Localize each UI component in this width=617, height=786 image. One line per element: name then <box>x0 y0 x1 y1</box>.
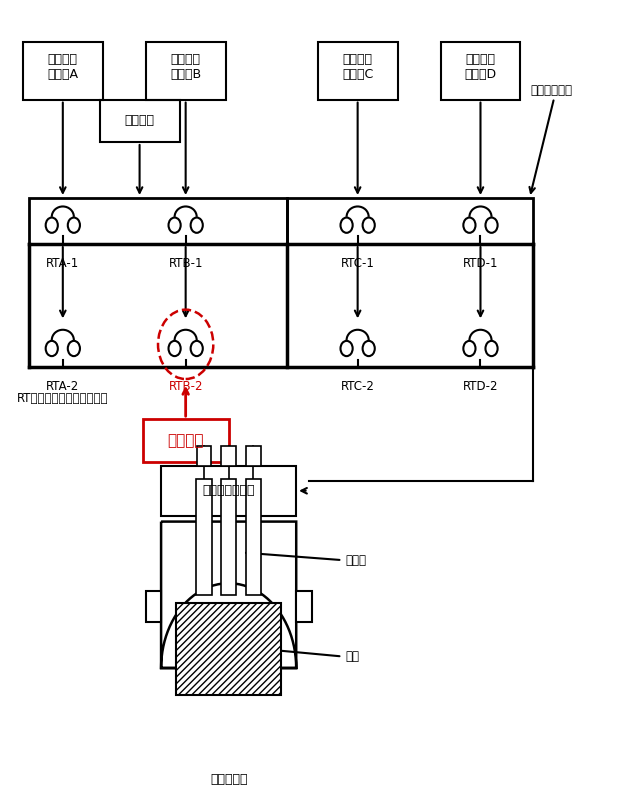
Text: RTB-2: RTB-2 <box>168 380 203 393</box>
Bar <box>29 198 287 244</box>
Text: ロジック
トレンC: ロジック トレンC <box>342 53 373 81</box>
Circle shape <box>68 341 80 356</box>
Text: RTB-1: RTB-1 <box>168 257 203 270</box>
Circle shape <box>363 218 375 233</box>
Text: 制御棒: 制御棒 <box>346 553 366 567</box>
Text: RTC-2: RTC-2 <box>341 380 375 393</box>
Text: RTC-1: RTC-1 <box>341 257 375 270</box>
Circle shape <box>341 341 353 356</box>
Bar <box>318 42 397 100</box>
Circle shape <box>168 218 181 233</box>
Bar <box>196 479 212 595</box>
Circle shape <box>486 218 498 233</box>
Text: ロジック
トレンB: ロジック トレンB <box>170 53 201 81</box>
Circle shape <box>341 218 353 233</box>
Circle shape <box>46 341 58 356</box>
Bar <box>100 100 180 142</box>
Text: RTD-1: RTD-1 <box>463 257 499 270</box>
Bar <box>246 446 260 466</box>
Text: RTD-2: RTD-2 <box>463 380 499 393</box>
Text: ロジック
トレンD: ロジック トレンD <box>465 53 497 81</box>
Circle shape <box>191 341 203 356</box>
Bar <box>146 591 161 622</box>
Circle shape <box>463 218 476 233</box>
Circle shape <box>168 341 181 356</box>
Text: RT：原子炉トリップ遮断器: RT：原子炉トリップ遮断器 <box>17 391 108 405</box>
Circle shape <box>68 218 80 233</box>
Text: ロジック
トレンA: ロジック トレンA <box>48 53 78 81</box>
Bar <box>143 420 229 462</box>
Text: 制御棒駆動装置: 制御棒駆動装置 <box>202 484 255 498</box>
Text: RTA-1: RTA-1 <box>46 257 80 270</box>
Circle shape <box>46 218 58 233</box>
Circle shape <box>191 218 203 233</box>
Bar <box>23 42 103 100</box>
Bar <box>176 603 281 695</box>
Text: トリップ信号: トリップ信号 <box>531 83 573 97</box>
Bar <box>287 198 532 244</box>
Text: 電源供給: 電源供給 <box>125 114 155 127</box>
Bar <box>296 591 312 622</box>
Text: 当該箇所: 当該箇所 <box>167 433 204 448</box>
Bar <box>246 479 261 595</box>
Text: 原子炉容器: 原子炉容器 <box>210 773 247 786</box>
Text: 燃料: 燃料 <box>346 650 359 663</box>
Bar <box>221 479 236 595</box>
Bar <box>161 466 296 516</box>
Bar <box>441 42 520 100</box>
Text: RTA-2: RTA-2 <box>46 380 80 393</box>
Bar <box>197 446 212 466</box>
Circle shape <box>463 341 476 356</box>
Circle shape <box>363 341 375 356</box>
Bar <box>222 446 236 466</box>
Circle shape <box>486 341 498 356</box>
Bar <box>146 42 226 100</box>
